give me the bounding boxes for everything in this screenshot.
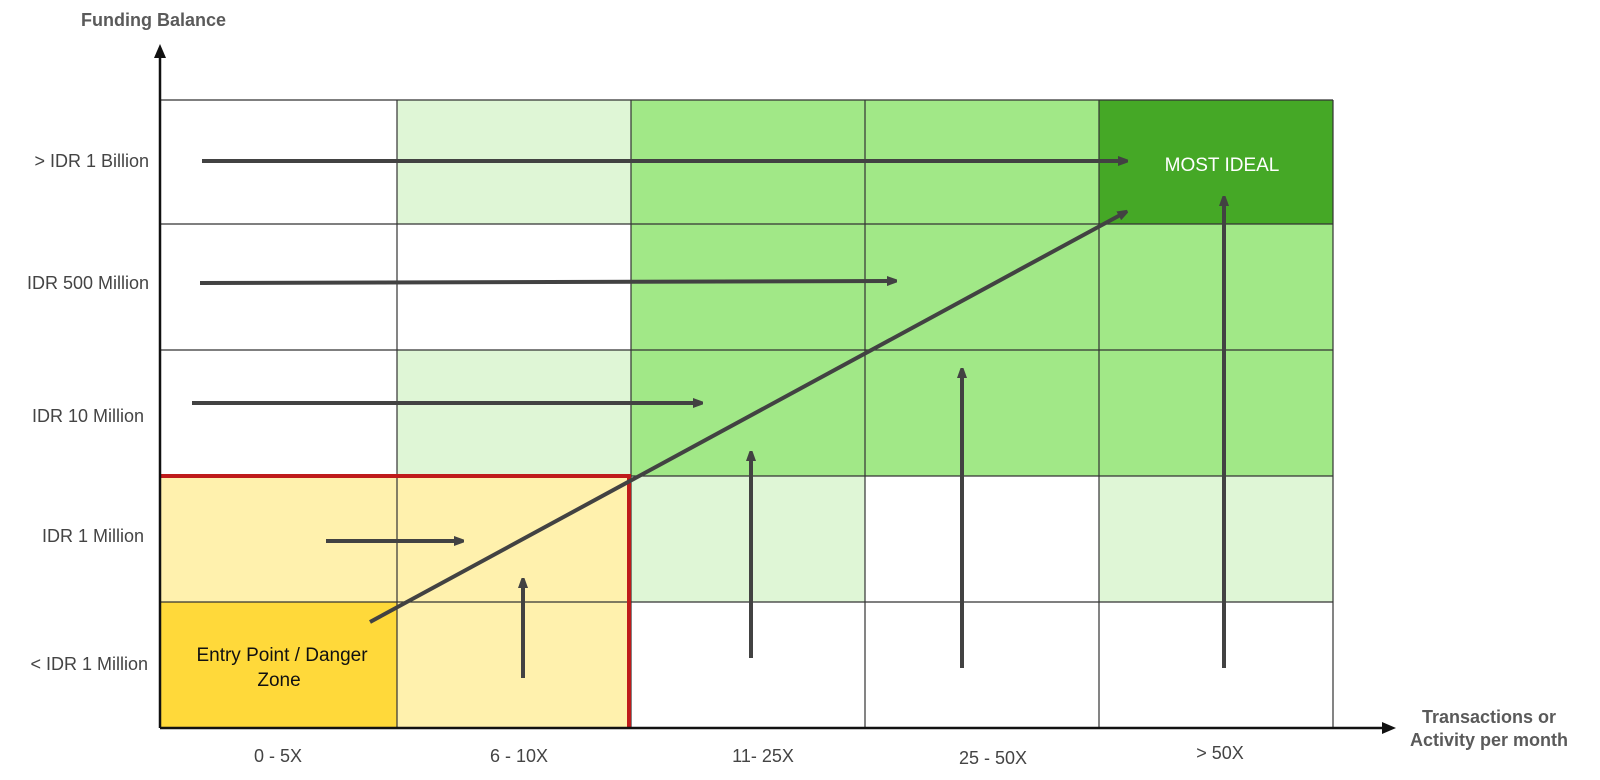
matrix-cell bbox=[631, 476, 865, 602]
matrix-cell bbox=[865, 350, 1099, 476]
matrix-cell bbox=[397, 602, 631, 728]
matrix-cell bbox=[397, 224, 631, 350]
matrix-cell bbox=[1099, 602, 1333, 728]
y-axis-arrow-icon bbox=[154, 44, 166, 58]
matrix-cells bbox=[160, 100, 1333, 728]
x-axis-tick-labels: 0 - 5X 6 - 10X 11- 25X 25 - 50X > 50X bbox=[254, 743, 1244, 768]
x-axis-tick-label: 11- 25X bbox=[732, 746, 794, 766]
x-axis-arrow-icon bbox=[1382, 722, 1396, 734]
matrix-cell bbox=[865, 476, 1099, 602]
matrix-cell bbox=[865, 224, 1099, 350]
matrix-cell bbox=[865, 602, 1099, 728]
x-axis-tick-label: > 50X bbox=[1196, 743, 1244, 763]
matrix-cell bbox=[1099, 100, 1333, 224]
progression-arrows bbox=[192, 161, 1224, 678]
x-axis-title-line2: Activity per month bbox=[1410, 730, 1568, 750]
most-ideal-label: MOST IDEAL bbox=[1165, 155, 1280, 176]
y-axis-tick-labels: < IDR 1 Million IDR 1 Million IDR 10 Milli… bbox=[27, 151, 149, 674]
y-axis-tick-label: > IDR 1 Billion bbox=[34, 151, 149, 171]
x-axis-tick-label: 0 - 5X bbox=[254, 746, 302, 766]
matrix-cell bbox=[631, 350, 865, 476]
matrix-cell bbox=[160, 224, 397, 350]
y-axis-tick-label: IDR 500 Million bbox=[27, 273, 149, 293]
x-axis-title-line1: Transactions or bbox=[1422, 707, 1556, 727]
danger-zone-border bbox=[160, 474, 631, 728]
matrix-cell bbox=[631, 602, 865, 728]
y-axis-tick-label: IDR 1 Million bbox=[42, 526, 144, 546]
matrix-cell bbox=[1099, 224, 1333, 350]
arrow-diagonal bbox=[369, 213, 1124, 624]
entry-zone-label-line1: Entry Point / Danger bbox=[196, 645, 368, 666]
arrow-row-500m bbox=[199, 281, 893, 283]
matrix-cell bbox=[397, 350, 631, 476]
matrix-cell bbox=[1099, 476, 1333, 602]
matrix-cell bbox=[631, 224, 865, 350]
matrix-cell bbox=[160, 350, 397, 476]
y-axis-tick-label: < IDR 1 Million bbox=[30, 654, 148, 674]
x-axis-tick-label: 6 - 10X bbox=[490, 746, 548, 766]
y-axis-tick-label: IDR 10 Million bbox=[32, 406, 144, 426]
matrix-cell bbox=[1099, 350, 1333, 476]
entry-zone-label-line2: Zone bbox=[257, 670, 300, 691]
x-axis-tick-label: 25 - 50X bbox=[959, 748, 1027, 768]
matrix-cell bbox=[160, 602, 397, 728]
y-axis-title: Funding Balance bbox=[81, 10, 226, 30]
